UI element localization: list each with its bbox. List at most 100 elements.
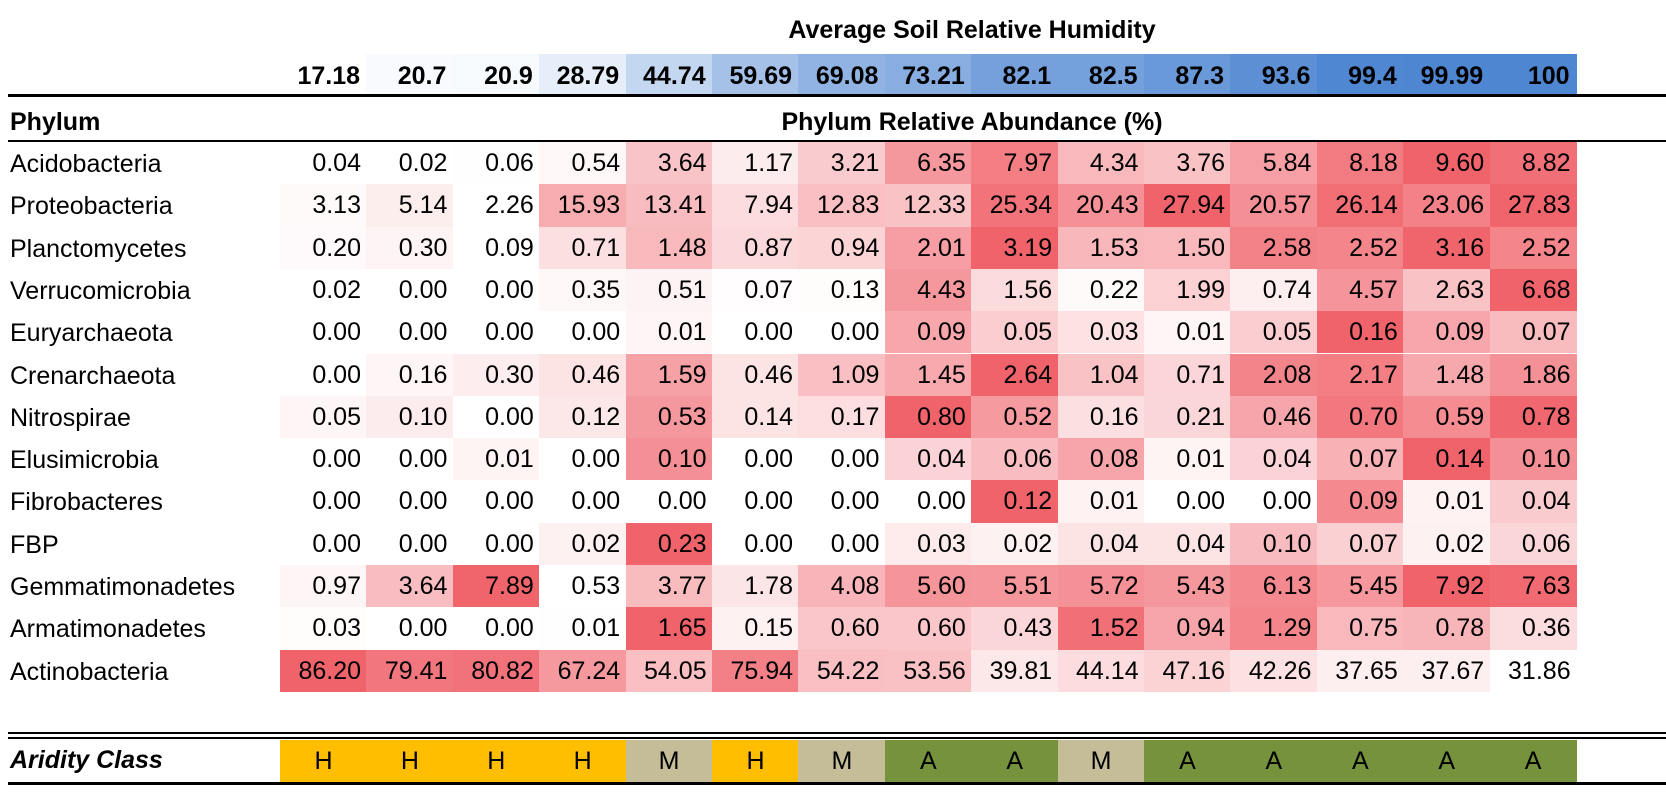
- abundance-cell: 2.01: [884, 226, 972, 269]
- abundance-cell: 0.21: [1144, 395, 1231, 439]
- abundance-cell: 0.71: [539, 226, 627, 269]
- aridity-cell: H: [366, 740, 454, 782]
- abundance-cell: 0.02: [539, 522, 627, 565]
- abundance-cell: 4.08: [798, 565, 886, 608]
- aridity-cell: H: [539, 740, 627, 782]
- abundance-cell: 25.34: [971, 184, 1059, 227]
- abundance-cell: 37.67: [1403, 649, 1491, 692]
- abundance-cell: 20.43: [1057, 184, 1145, 227]
- humidity-cell-bg: [1057, 54, 1145, 94]
- abundance-cell: 0.01: [1144, 438, 1231, 481]
- humidity-cell-bg: [971, 54, 1059, 94]
- humidity-header-title: Average Soil Relative Humidity: [788, 16, 1156, 44]
- abundance-cell: 0.04: [1230, 438, 1318, 481]
- phylum-label: Gemmatimonadetes: [10, 573, 236, 601]
- abundance-cell: 0.46: [539, 353, 627, 396]
- abundance-cell: 0.07: [1489, 311, 1577, 354]
- abundance-cell: 2.08: [1230, 353, 1318, 396]
- abundance-cell: 54.22: [798, 649, 886, 692]
- abundance-cell: 0.30: [452, 353, 540, 396]
- abundance-cell: 1.53: [1057, 226, 1145, 269]
- abundance-cell: 0.70: [1316, 395, 1404, 439]
- abundance-cell: 0.07: [1316, 438, 1404, 481]
- abundance-cell: 0.03: [280, 607, 367, 650]
- abundance-cell: 0.09: [1316, 480, 1404, 523]
- humidity-cell-bg: [1489, 54, 1577, 94]
- abundance-cell: 7.89: [452, 565, 540, 608]
- abundance-cell: 7.94: [712, 184, 799, 227]
- abundance-cell: 0.16: [1057, 395, 1145, 439]
- abundance-cell: 0.43: [971, 607, 1059, 650]
- abundance-cell: 2.17: [1316, 353, 1404, 396]
- aridity-cell: A: [1316, 740, 1404, 782]
- abundance-cell: 0.59: [1403, 395, 1491, 439]
- aridity-cell: H: [280, 740, 367, 782]
- abundance-cell: 6.13: [1230, 565, 1318, 608]
- abundance-cell: 0.04: [280, 142, 367, 185]
- abundance-cell: 39.81: [971, 649, 1059, 692]
- abundance-cell: 0.00: [1230, 480, 1318, 523]
- abundance-cell: 0.80: [884, 395, 972, 439]
- abundance-cell: 0.00: [452, 480, 540, 523]
- abundance-cell: 0.09: [884, 311, 972, 354]
- abundance-cell: 0.09: [452, 226, 540, 269]
- abundance-cell: 0.17: [798, 395, 886, 439]
- abundance-cell: 13.41: [625, 184, 713, 227]
- abundance-cell: 5.84: [1230, 142, 1318, 185]
- abundance-cell: 0.78: [1403, 607, 1491, 650]
- abundance-cell: 7.63: [1489, 565, 1577, 608]
- abundance-cell: 0.00: [452, 522, 540, 565]
- abundance-cell: 0.05: [280, 395, 367, 439]
- abundance-cell: 0.46: [1230, 395, 1318, 439]
- abundance-cell: 0.00: [366, 311, 454, 354]
- aridity-rule-top-1: [8, 732, 1666, 734]
- phylum-label: Proteobacteria: [10, 192, 173, 221]
- abundance-cell: 27.94: [1144, 184, 1231, 227]
- abundance-cell: 5.43: [1144, 565, 1231, 608]
- humidity-value: 93.6: [1261, 62, 1311, 90]
- abundance-cell: 3.16: [1403, 226, 1491, 269]
- abundance-cell: 0.00: [452, 311, 540, 354]
- abundance-cell: 0.08: [1057, 438, 1145, 481]
- abundance-cell: 3.76: [1144, 142, 1231, 185]
- abundance-cell: 1.48: [1403, 353, 1491, 396]
- abundance-cell: 0.00: [366, 607, 454, 650]
- abundance-cell: 67.24: [539, 649, 627, 692]
- abundance-cell: 8.18: [1316, 142, 1404, 185]
- abundance-cell: 0.00: [884, 480, 972, 523]
- humidity-cell-bg: [539, 54, 627, 94]
- abundance-cell: 2.52: [1489, 226, 1577, 269]
- abundance-cell: 1.59: [625, 353, 713, 396]
- humidity-cell-bg: [712, 54, 799, 94]
- abundance-cell: 0.00: [280, 353, 367, 396]
- abundance-cell: 0.01: [625, 311, 713, 354]
- abundance-cell: 0.00: [280, 480, 367, 523]
- aridity-cell: H: [452, 740, 540, 782]
- aridity-cell: M: [1057, 740, 1145, 782]
- abundance-cell: 0.00: [798, 311, 886, 354]
- abundance-cell: 0.04: [1144, 522, 1231, 565]
- abundance-cell: 0.14: [712, 395, 799, 439]
- abundance-cell: 1.56: [971, 268, 1059, 312]
- abundance-cell: 0.94: [798, 226, 886, 269]
- abundance-cell: 0.10: [1230, 522, 1318, 565]
- abundance-cell: 1.52: [1057, 607, 1145, 650]
- abundance-cell: 5.72: [1057, 565, 1145, 608]
- abundance-cell: 0.54: [539, 142, 627, 185]
- abundance-cell: 0.03: [884, 522, 972, 565]
- abundance-cell: 2.64: [971, 353, 1059, 396]
- humidity-value: 82.1: [1002, 62, 1052, 90]
- abundance-cell: 0.15: [712, 607, 799, 650]
- abundance-cell: 0.04: [884, 438, 972, 481]
- abundance-cell: 0.78: [1489, 395, 1577, 439]
- abundance-cell: 0.10: [625, 438, 713, 481]
- abundance-cell: 0.02: [280, 268, 367, 312]
- abundance-cell: 0.00: [452, 395, 540, 439]
- abundance-cell: 0.22: [1057, 268, 1145, 312]
- abundance-cell: 0.06: [452, 142, 540, 185]
- abundance-cell: 0.03: [1057, 311, 1145, 354]
- abundance-cell: 0.00: [539, 480, 627, 523]
- phylum-label: Verrucomicrobia: [10, 276, 191, 305]
- aridity-cell: A: [1230, 740, 1318, 782]
- humidity-cell-bg: [452, 54, 540, 94]
